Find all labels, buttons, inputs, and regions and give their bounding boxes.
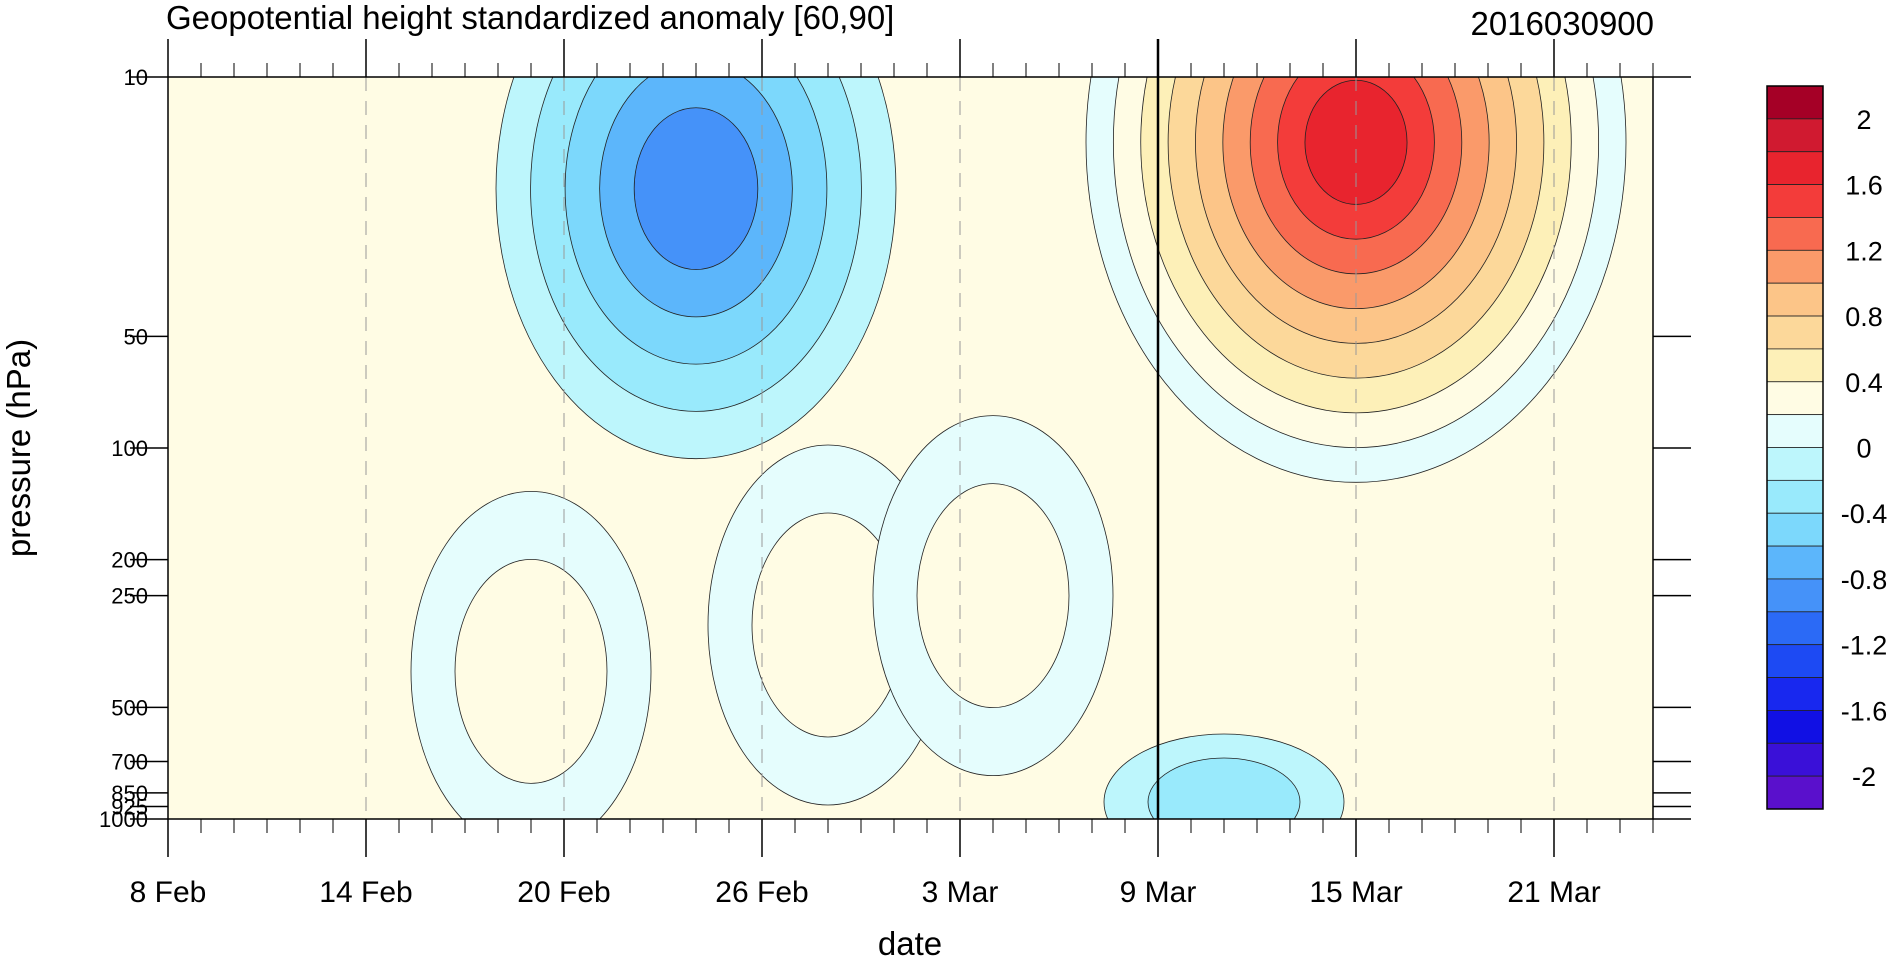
colorbar-swatch bbox=[1766, 742, 1824, 777]
y-tick-label: 1000 bbox=[99, 807, 148, 832]
colorbar-swatch bbox=[1766, 545, 1824, 580]
x-tick-label: 9 Mar bbox=[1120, 876, 1197, 909]
x-axis-label: date bbox=[878, 925, 942, 962]
colorbar-swatch bbox=[1766, 578, 1824, 613]
y-tick-label: 10 bbox=[124, 65, 148, 90]
date-label: 2016030900 bbox=[1470, 5, 1654, 42]
colorbar-label: -1.2 bbox=[1841, 631, 1888, 661]
contour-band bbox=[1147, 757, 1301, 819]
colorbar-label: -1.6 bbox=[1841, 696, 1888, 726]
contour-band bbox=[454, 558, 608, 784]
colorbar-swatch bbox=[1766, 447, 1824, 481]
colorbar-swatch bbox=[1766, 348, 1824, 383]
y-tick-label: 200 bbox=[111, 548, 148, 573]
colorbar-swatch bbox=[1766, 710, 1824, 744]
colorbar-swatch bbox=[1766, 677, 1824, 711]
colorbar-swatch bbox=[1766, 217, 1824, 251]
y-axis-label: pressure (hPa) bbox=[0, 339, 37, 557]
colorbar-label: -0.8 bbox=[1841, 565, 1888, 595]
colorbar-label: 1.2 bbox=[1845, 236, 1883, 266]
x-tick-label: 3 Mar bbox=[922, 876, 999, 909]
stratospheric-cold-anomaly bbox=[495, 77, 897, 460]
colorbar-frame bbox=[1766, 85, 1824, 810]
y-tick-label: 500 bbox=[111, 695, 148, 720]
x-tick-label: 8 Feb bbox=[130, 876, 207, 909]
colorbar-swatch bbox=[1766, 315, 1824, 350]
x-tick-label: 26 Feb bbox=[715, 876, 808, 909]
colorbar-swatch bbox=[1766, 184, 1824, 218]
colorbar-label: -0.4 bbox=[1841, 499, 1888, 529]
x-tick-label: 14 Feb bbox=[319, 876, 412, 909]
y-tick-label: 50 bbox=[124, 324, 148, 349]
colorbar-label: 1.6 bbox=[1845, 171, 1883, 201]
colorbar-swatch bbox=[1766, 644, 1824, 678]
contour-band bbox=[633, 107, 759, 270]
chart-title: Geopotential height standardized anomaly… bbox=[166, 0, 894, 36]
colorbar-label: -2 bbox=[1852, 762, 1876, 792]
lower-warm-anomaly-early-mar bbox=[872, 415, 1114, 777]
y-tick-label: 100 bbox=[111, 436, 148, 461]
y-tick-label: 700 bbox=[111, 750, 148, 775]
colorbar-label: 0.4 bbox=[1845, 368, 1883, 398]
colorbar-swatch bbox=[1766, 85, 1824, 120]
colorbar-swatch bbox=[1766, 512, 1824, 547]
y-tick-label: 250 bbox=[111, 584, 148, 609]
colorbar-swatch bbox=[1766, 775, 1824, 810]
y-tick-label: 850 bbox=[111, 781, 148, 806]
colorbar-swatch bbox=[1766, 414, 1824, 448]
contour-band bbox=[916, 483, 1070, 709]
x-tick-label: 20 Feb bbox=[517, 876, 610, 909]
x-tick-label: 21 Mar bbox=[1507, 876, 1600, 909]
y-tick-label: 925 bbox=[111, 794, 148, 819]
colorbar-label: 0.8 bbox=[1845, 302, 1883, 332]
colorbar-swatch bbox=[1766, 151, 1824, 185]
colorbar-label: 0 bbox=[1856, 434, 1871, 464]
colorbar-label: 2 bbox=[1856, 105, 1871, 135]
lower-warm-anomaly-early-feb bbox=[410, 491, 652, 819]
x-tick-label: 15 Mar bbox=[1309, 876, 1402, 909]
colorbar-swatch bbox=[1766, 611, 1824, 646]
colorbar-swatch bbox=[1766, 381, 1824, 416]
surface-cold-anomaly bbox=[1103, 733, 1345, 819]
x-axis-ticks: 8 Feb 14 Feb 20 Feb 26 Feb 3 Mar 9 Mar 15 Mar 2… bbox=[130, 39, 1654, 909]
colorbar-swatch bbox=[1766, 249, 1824, 284]
colorbar-swatch bbox=[1766, 479, 1824, 514]
colorbar: 2 1.6 1.2 0.8 0.4 0 -0.4 -0.8 -1.2 -1.6 -2 bbox=[1766, 85, 1888, 810]
colorbar-swatch bbox=[1766, 118, 1824, 153]
colorbar-swatch bbox=[1766, 282, 1824, 317]
